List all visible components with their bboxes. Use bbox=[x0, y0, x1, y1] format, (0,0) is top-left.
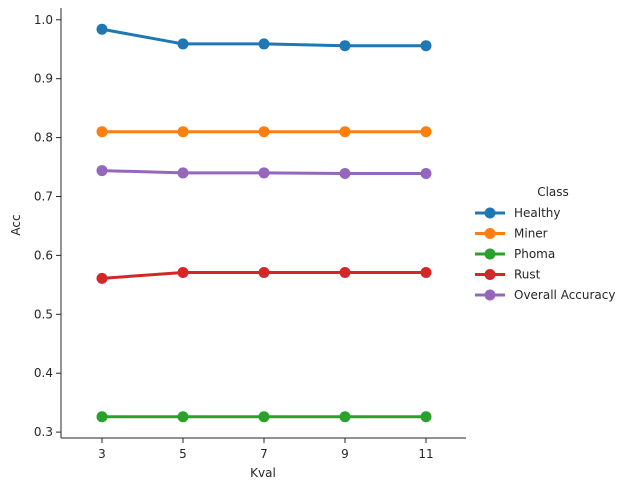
legend-label: Rust bbox=[514, 268, 541, 282]
legend-item-phoma: Phoma bbox=[475, 247, 555, 261]
legend-label: Overall Accuracy bbox=[514, 288, 615, 302]
y-tick-label: 0.5 bbox=[34, 307, 53, 321]
data-point-phoma bbox=[177, 411, 189, 423]
y-tick-label: 0.6 bbox=[34, 248, 53, 262]
series-healthy bbox=[96, 23, 432, 52]
legend-item-miner: Miner bbox=[475, 227, 548, 241]
data-point-miner bbox=[96, 126, 108, 138]
data-point-miner bbox=[420, 126, 432, 138]
legend-swatch-marker bbox=[484, 207, 496, 219]
y-tick-label: 0.7 bbox=[34, 189, 53, 203]
series-rust bbox=[96, 266, 432, 284]
x-axis-label: Kval bbox=[250, 466, 276, 480]
x-tick-label: 5 bbox=[179, 447, 187, 461]
data-point-rust bbox=[177, 266, 189, 278]
plot-area bbox=[96, 23, 432, 423]
y-axis-label: Acc bbox=[9, 214, 23, 235]
legend-item-overall-accuracy: Overall Accuracy bbox=[475, 288, 615, 302]
legend-item-rust: Rust bbox=[475, 268, 541, 282]
x-tick-label: 9 bbox=[341, 447, 349, 461]
data-point-overall-accuracy bbox=[258, 167, 270, 179]
y-tick-label: 0.9 bbox=[34, 72, 53, 86]
data-point-rust bbox=[420, 266, 432, 278]
data-point-rust bbox=[339, 266, 351, 278]
x-ticks: 3 5 7 9 11 bbox=[98, 438, 434, 461]
data-point-phoma bbox=[339, 411, 351, 423]
data-point-overall-accuracy bbox=[96, 165, 108, 177]
data-point-healthy bbox=[96, 23, 108, 35]
series-phoma bbox=[96, 411, 432, 423]
data-point-overall-accuracy bbox=[339, 168, 351, 180]
series-overall-accuracy bbox=[96, 165, 432, 180]
legend-label: Phoma bbox=[514, 247, 555, 261]
legend-label: Miner bbox=[514, 227, 548, 241]
y-tick-label: 0.8 bbox=[34, 131, 53, 145]
legend-swatch-marker bbox=[484, 228, 496, 239]
axes bbox=[60, 8, 466, 439]
x-tick-label: 3 bbox=[98, 447, 106, 461]
legend-swatch-marker bbox=[484, 269, 496, 280]
y-tick-label: 0.3 bbox=[34, 425, 53, 439]
data-point-rust bbox=[96, 272, 108, 284]
legend-title: Class bbox=[537, 185, 569, 199]
data-point-rust bbox=[258, 266, 270, 278]
x-tick-label: 11 bbox=[418, 447, 433, 461]
legend-swatch-marker bbox=[484, 248, 496, 260]
data-point-miner bbox=[258, 126, 270, 138]
data-point-phoma bbox=[258, 411, 270, 423]
legend: Class Healthy Miner Phoma Rust Overall Accur… bbox=[475, 185, 615, 302]
data-point-overall-accuracy bbox=[420, 168, 432, 180]
data-point-overall-accuracy bbox=[177, 167, 189, 179]
data-point-healthy bbox=[420, 40, 432, 52]
data-point-miner bbox=[177, 126, 189, 138]
data-point-healthy bbox=[177, 38, 189, 50]
data-point-healthy bbox=[339, 40, 351, 52]
legend-swatch-marker bbox=[484, 289, 496, 301]
legend-label: Healthy bbox=[514, 206, 561, 220]
data-point-healthy bbox=[258, 38, 270, 50]
y-tick-label: 1.0 bbox=[34, 13, 53, 27]
legend-item-healthy: Healthy bbox=[475, 206, 561, 220]
y-ticks: 0.3 0.4 0.5 0.6 0.7 0.8 0.9 1.0 bbox=[34, 13, 61, 439]
y-tick-label: 0.4 bbox=[34, 366, 53, 380]
data-point-miner bbox=[339, 126, 351, 138]
series-miner bbox=[96, 126, 432, 138]
data-point-phoma bbox=[96, 411, 108, 423]
data-point-phoma bbox=[420, 411, 432, 423]
x-tick-label: 7 bbox=[260, 447, 268, 461]
